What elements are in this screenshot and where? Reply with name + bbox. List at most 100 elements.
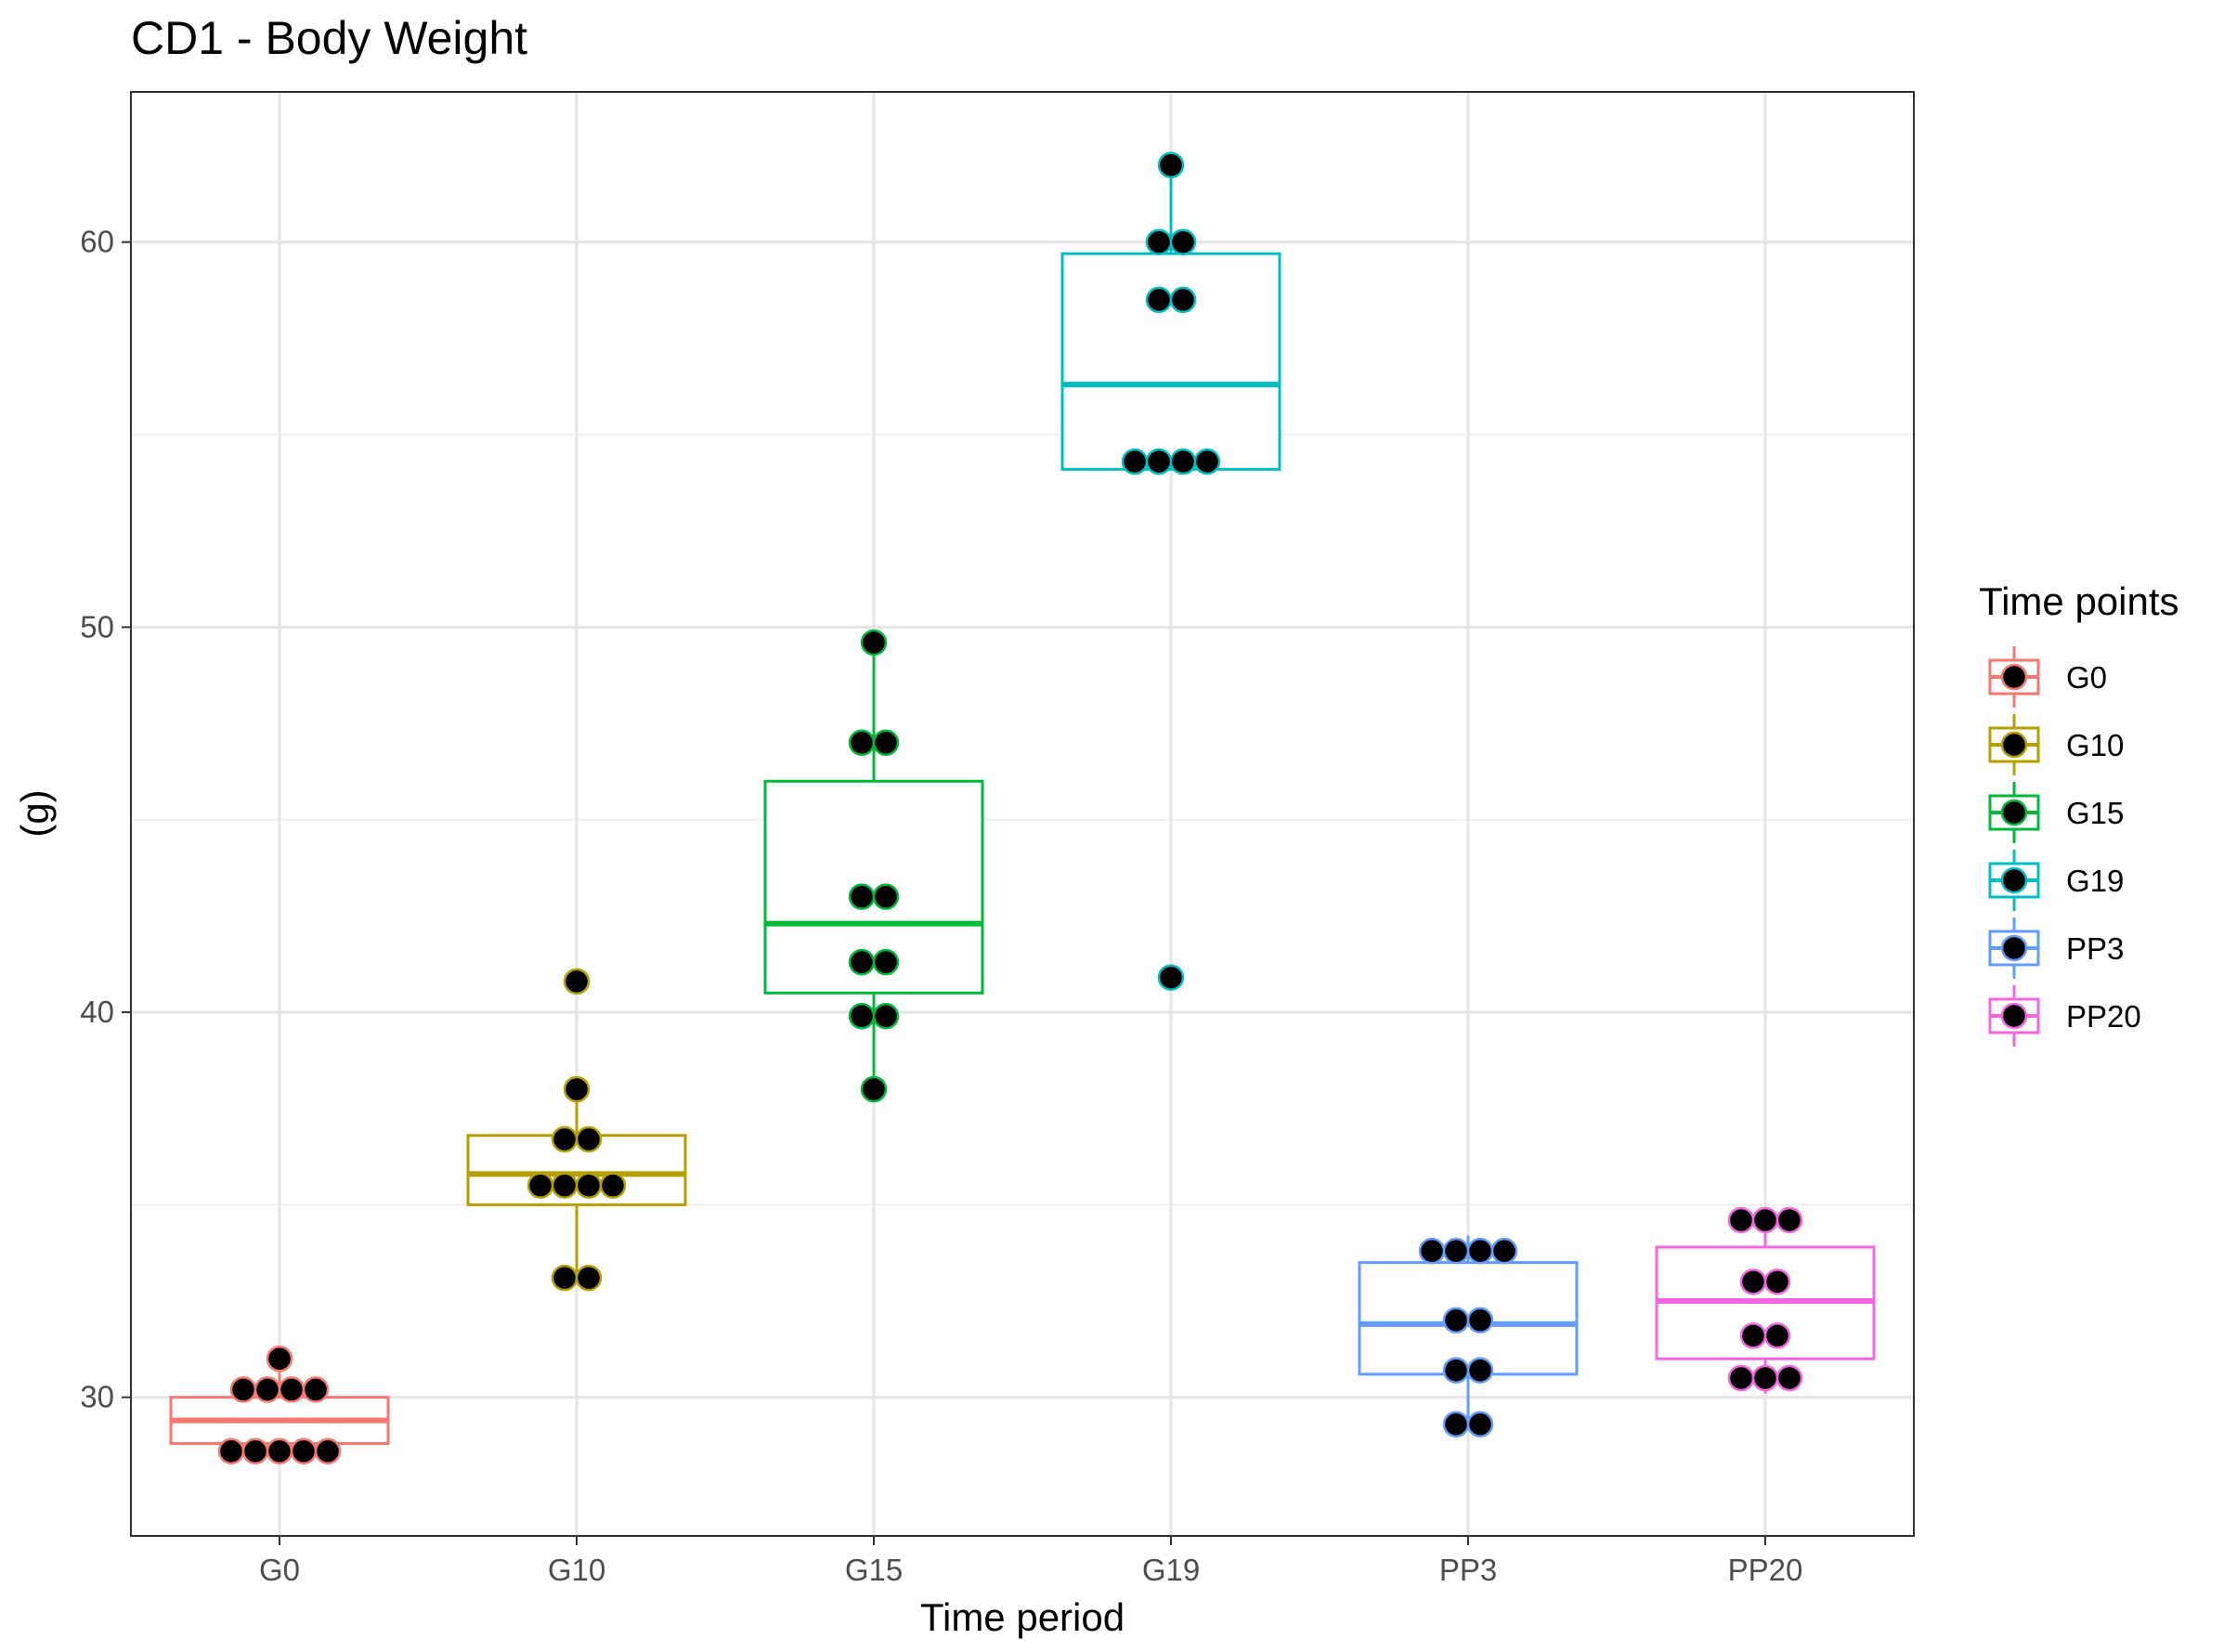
data-point-PP20 [1775, 1364, 1803, 1392]
box-iqr [466, 1134, 687, 1206]
data-point-PP3 [1442, 1307, 1470, 1334]
data-point-G15 [848, 1002, 876, 1030]
data-point-G10 [551, 1172, 579, 1199]
data-point-PP3 [1418, 1237, 1446, 1265]
data-point-PP3 [1442, 1357, 1470, 1384]
data-point-G0 [217, 1437, 245, 1465]
data-point-G15 [848, 729, 876, 757]
legend-key-dot [2000, 731, 2028, 759]
legend-label: G0 [2066, 660, 2107, 695]
data-point-G10 [575, 1125, 603, 1153]
legend-key-dot [2000, 866, 2028, 894]
data-point-G19 [1157, 151, 1185, 179]
y-tick-label: 60 [80, 225, 114, 259]
x-axis-title: Time period [920, 1595, 1125, 1639]
data-point-PP20 [1727, 1206, 1755, 1234]
data-point-G15 [872, 948, 900, 976]
legend-key-dot [2000, 934, 2028, 962]
data-point-G0 [241, 1437, 269, 1465]
data-point-G15 [860, 629, 888, 657]
data-point-G0 [254, 1376, 281, 1403]
y-tick-label: 40 [80, 995, 114, 1029]
data-point-G15 [860, 1075, 888, 1103]
data-point-G19 [1145, 228, 1173, 255]
legend-key-dot [2000, 799, 2028, 826]
data-point-G15 [872, 1002, 900, 1030]
data-point-PP3 [1466, 1357, 1494, 1384]
data-point-G19 [1145, 286, 1173, 314]
legend: Time points G0 G10 G15 G19 PP3 PP20 [1979, 579, 2179, 1047]
box-iqr [1060, 252, 1281, 471]
legend-label: PP3 [2066, 931, 2124, 966]
legend-items: G0 G10 G15 G19 PP3 PP20 [1988, 646, 2141, 1047]
x-tick-label: PP3 [1439, 1553, 1497, 1587]
boxplots [169, 164, 1876, 1451]
legend-key-dot [2000, 1002, 2028, 1030]
legend-title: Time points [1979, 579, 2179, 623]
boxplot-G10 [466, 1088, 687, 1279]
x-tick-label: G15 [845, 1553, 903, 1587]
data-point-G10 [563, 1075, 591, 1103]
data-point-G19 [1193, 448, 1221, 475]
x-tick-label: G0 [259, 1553, 300, 1587]
data-point-G10 [599, 1172, 627, 1199]
legend-item-G0: G0 [1988, 646, 2107, 708]
data-point-G15 [848, 948, 876, 976]
x-tick-label: PP20 [1728, 1553, 1803, 1587]
data-point-G10 [575, 1172, 603, 1199]
x-tick-label: G19 [1142, 1553, 1200, 1587]
data-point-PP20 [1751, 1364, 1779, 1392]
data-point-PP20 [1775, 1206, 1803, 1234]
data-point-G15 [872, 729, 900, 757]
data-point-G19 [1121, 448, 1149, 475]
legend-item-PP3: PP3 [1988, 917, 2124, 979]
data-point-G19 [1169, 286, 1197, 314]
data-point-G0 [229, 1376, 257, 1403]
data-points [217, 151, 1803, 1465]
data-point-G0 [266, 1346, 293, 1372]
data-point-G19 [1169, 228, 1197, 255]
data-point-G0 [266, 1437, 293, 1465]
plot-panel-border [130, 91, 1915, 1537]
data-point-PP20 [1727, 1364, 1755, 1392]
data-point-G0 [278, 1376, 306, 1403]
data-point-G10 [551, 1264, 579, 1292]
data-point-PP3 [1466, 1237, 1494, 1265]
data-point-G10 [563, 968, 591, 995]
data-point-PP20 [1739, 1322, 1767, 1349]
legend-label: G10 [2066, 728, 2124, 762]
y-tick-label: 50 [80, 609, 114, 644]
data-point-PP3 [1442, 1237, 1470, 1265]
x-tick-label: G10 [548, 1553, 605, 1587]
data-point-PP3 [1490, 1237, 1518, 1265]
chart-title: CD1 - Body Weight [131, 12, 527, 64]
data-point-PP20 [1763, 1322, 1791, 1349]
data-point-PP3 [1466, 1307, 1494, 1334]
legend-item-G15: G15 [1988, 782, 2124, 843]
y-axis-title: (g) [13, 789, 57, 837]
data-point-G19 [1145, 448, 1173, 475]
boxplot-G0 [169, 1359, 390, 1451]
data-point-G0 [290, 1437, 318, 1465]
data-point-PP3 [1466, 1411, 1494, 1437]
data-point-PP20 [1739, 1268, 1767, 1295]
data-point-PP3 [1442, 1411, 1470, 1437]
data-point-G19 [1157, 964, 1185, 991]
legend-item-PP20: PP20 [1988, 985, 2141, 1047]
data-point-G10 [575, 1264, 603, 1292]
legend-label: G15 [2066, 796, 2124, 830]
legend-item-G19: G19 [1988, 850, 2124, 911]
data-point-G19 [1169, 448, 1197, 475]
legend-label: PP20 [2066, 999, 2141, 1034]
data-point-G15 [848, 883, 876, 910]
legend-label: G19 [2066, 864, 2124, 898]
axes: 30 40 50 60 G0 G10 G15 G19 PP3 PP20 [80, 225, 1802, 1587]
data-point-PP20 [1751, 1206, 1779, 1234]
y-tick-label: 30 [80, 1380, 114, 1414]
data-point-G0 [302, 1376, 330, 1403]
legend-item-G10: G10 [1988, 714, 2124, 775]
data-point-G10 [551, 1125, 579, 1153]
data-point-G15 [872, 883, 900, 910]
